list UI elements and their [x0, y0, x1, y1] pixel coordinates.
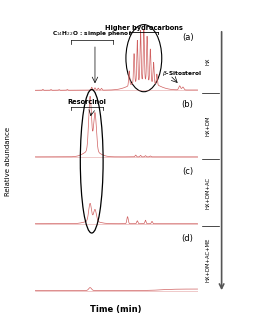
Text: (b): (b) — [182, 100, 194, 109]
Text: Resorcinol: Resorcinol — [67, 99, 106, 105]
Text: HX+DM+AC: HX+DM+AC — [206, 177, 211, 209]
Text: (d): (d) — [182, 234, 194, 243]
Text: HX+DM: HX+DM — [206, 116, 211, 136]
Text: Relative abundance: Relative abundance — [5, 127, 11, 195]
Text: (c): (c) — [182, 167, 194, 176]
Text: $\beta$-Sitosterol: $\beta$-Sitosterol — [162, 70, 202, 79]
Text: (a): (a) — [182, 33, 194, 43]
Text: HX+DM+AC+ME: HX+DM+AC+ME — [206, 237, 211, 282]
Text: HX: HX — [206, 57, 211, 64]
Text: C$_{14}$H$_{22}$O : simple phenol: C$_{14}$H$_{22}$O : simple phenol — [52, 29, 132, 38]
Text: Higher hydrocarbons: Higher hydrocarbons — [105, 25, 183, 31]
Text: Time (min): Time (min) — [91, 305, 142, 314]
